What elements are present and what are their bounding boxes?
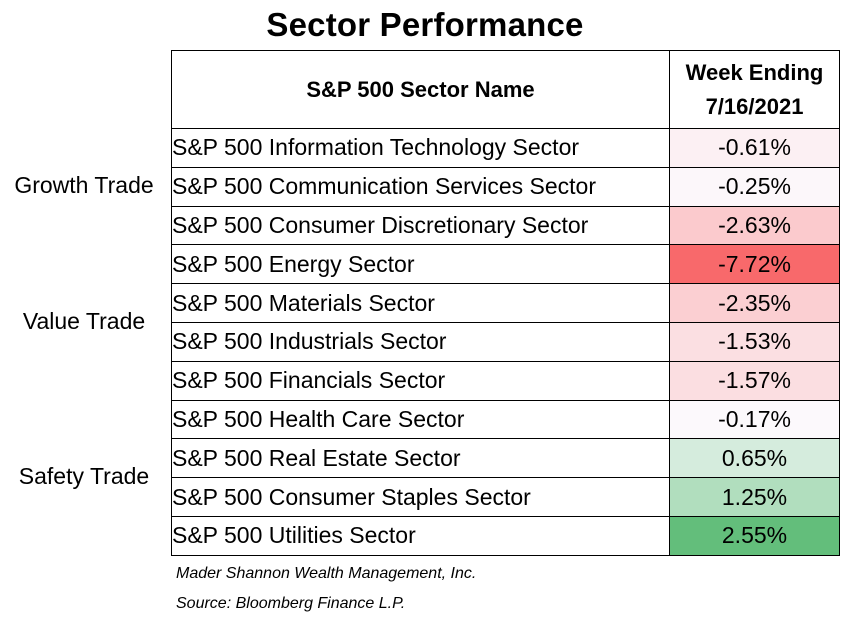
- weekly-return-cell: -2.35%: [669, 283, 840, 323]
- table-row: S&P 500 Consumer Staples Sector 1.25%: [171, 477, 840, 517]
- weekly-return-cell: 2.55%: [669, 515, 840, 556]
- week-ending-date: 7/16/2021: [705, 93, 804, 119]
- table-row: S&P 500 Communication Services Sector -0.…: [171, 166, 840, 207]
- weekly-return-cell: -0.25%: [669, 166, 840, 207]
- sector-name-cell: S&P 500 Utilities Sector: [171, 515, 670, 556]
- sector-name-cell: S&P 500 Materials Sector: [171, 283, 670, 323]
- sector-name-cell: S&P 500 Energy Sector: [171, 244, 670, 285]
- table-row: S&P 500 Information Technology Sector -0.…: [171, 128, 840, 168]
- footnote-source: Source: Bloomberg Finance L.P.: [176, 595, 406, 612]
- weekly-return-cell: -7.72%: [669, 244, 840, 285]
- sector-name-cell: S&P 500 Industrials Sector: [171, 321, 670, 362]
- weekly-return-cell: -0.61%: [669, 128, 840, 168]
- sector-name-cell: S&P 500 Information Technology Sector: [171, 128, 670, 168]
- table-row: S&P 500 Real Estate Sector 0.65%: [171, 438, 840, 479]
- table-row: S&P 500 Energy Sector -7.72%: [171, 244, 840, 285]
- table-row: S&P 500 Health Care Sector -0.17%: [171, 399, 840, 440]
- weekly-return-cell: 1.25%: [669, 477, 840, 517]
- table-header-row: S&P 500 Sector Name Week Ending 7/16/202…: [171, 50, 840, 129]
- sector-name-cell: S&P 500 Financials Sector: [171, 360, 670, 401]
- sector-name-cell: S&P 500 Health Care Sector: [171, 399, 670, 440]
- sector-name-cell: S&P 500 Communication Services Sector: [171, 166, 670, 207]
- table-row: S&P 500 Materials Sector -2.35%: [171, 283, 840, 323]
- group-label-safety-trade: Safety Trade: [18, 463, 150, 490]
- weekly-return-cell: -0.17%: [669, 399, 840, 440]
- chart-title: Sector Performance: [266, 6, 584, 43]
- table-body: S&P 500 Information Technology Sector -0.…: [171, 128, 840, 556]
- weekly-return-cell: -1.53%: [669, 321, 840, 362]
- weekly-return-cell: -1.57%: [669, 360, 840, 401]
- sector-name-cell: S&P 500 Real Estate Sector: [171, 438, 670, 479]
- table-row: S&P 500 Utilities Sector 2.55%: [171, 515, 840, 556]
- weekly-return-cell: 0.65%: [669, 438, 840, 479]
- group-label-value-trade: Value Trade: [22, 308, 146, 334]
- table-row: S&P 500 Consumer Discretionary Sector -2.…: [171, 205, 840, 246]
- sector-name-cell: S&P 500 Consumer Staples Sector: [171, 477, 670, 517]
- weekly-return-cell: -2.63%: [669, 205, 840, 246]
- sector-performance-table: S&P 500 Sector Name Week Ending 7/16/202…: [171, 50, 840, 556]
- table-row: S&P 500 Financials Sector -1.57%: [171, 360, 840, 401]
- week-ending-header: Week Ending 7/16/2021: [669, 50, 840, 129]
- footnote-firm: Mader Shannon Wealth Management, Inc.: [176, 565, 477, 582]
- sector-name-header: S&P 500 Sector Name: [171, 50, 670, 129]
- week-ending-label: Week Ending: [685, 59, 824, 85]
- table-row: S&P 500 Industrials Sector -1.53%: [171, 321, 840, 362]
- group-label-growth-trade: Growth Trade: [14, 172, 154, 199]
- sector-name-cell: S&P 500 Consumer Discretionary Sector: [171, 205, 670, 246]
